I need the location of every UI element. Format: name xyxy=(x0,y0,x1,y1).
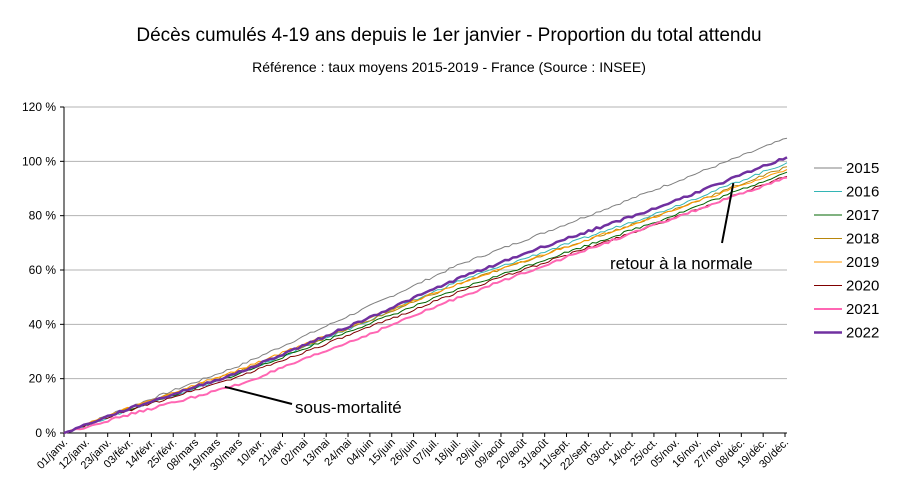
chart-title: Décès cumulés 4-19 ans depuis le 1er jan… xyxy=(136,25,761,46)
legend-label-2020: 2020 xyxy=(846,278,879,295)
annotation-text: sous-mortalité xyxy=(295,398,402,417)
legend-label-2017: 2017 xyxy=(846,207,879,224)
legend-label-2018: 2018 xyxy=(846,231,879,248)
legend-box xyxy=(806,152,892,342)
annotation-arrow xyxy=(224,385,293,405)
legend-label-2022: 2022 xyxy=(846,325,879,342)
legend-label-2015: 2015 xyxy=(846,160,879,177)
y-tick-label: 100 % xyxy=(22,154,56,168)
y-tick-label: 120 % xyxy=(22,100,56,114)
annotation-text: retour à la normale xyxy=(610,254,753,273)
annotations: sous-mortalité retour à la normale xyxy=(224,182,753,417)
legend-label-2019: 2019 xyxy=(846,254,879,271)
legend-label-2016: 2016 xyxy=(846,184,879,201)
series-line-2020 xyxy=(63,175,788,434)
series-line-2022 xyxy=(63,156,788,435)
chart-subtitle: Référence : taux moyens 2015-2019 - Fran… xyxy=(252,59,646,75)
y-tick-label: 0 % xyxy=(35,426,56,440)
legend: 2015 2016 2017 2018 2019 2020 2021 2022 xyxy=(806,152,892,342)
legend-label-2021: 2021 xyxy=(846,301,879,318)
annotation-arrow xyxy=(721,182,735,244)
y-tick-label: 80 % xyxy=(29,209,57,223)
y-tick-label: 20 % xyxy=(29,372,57,386)
series-line-2021 xyxy=(63,176,788,434)
series-line-2016 xyxy=(63,162,788,434)
series-line-2015 xyxy=(63,137,788,434)
y-tick-label: 60 % xyxy=(29,263,57,277)
y-tick-label: 40 % xyxy=(29,317,57,331)
